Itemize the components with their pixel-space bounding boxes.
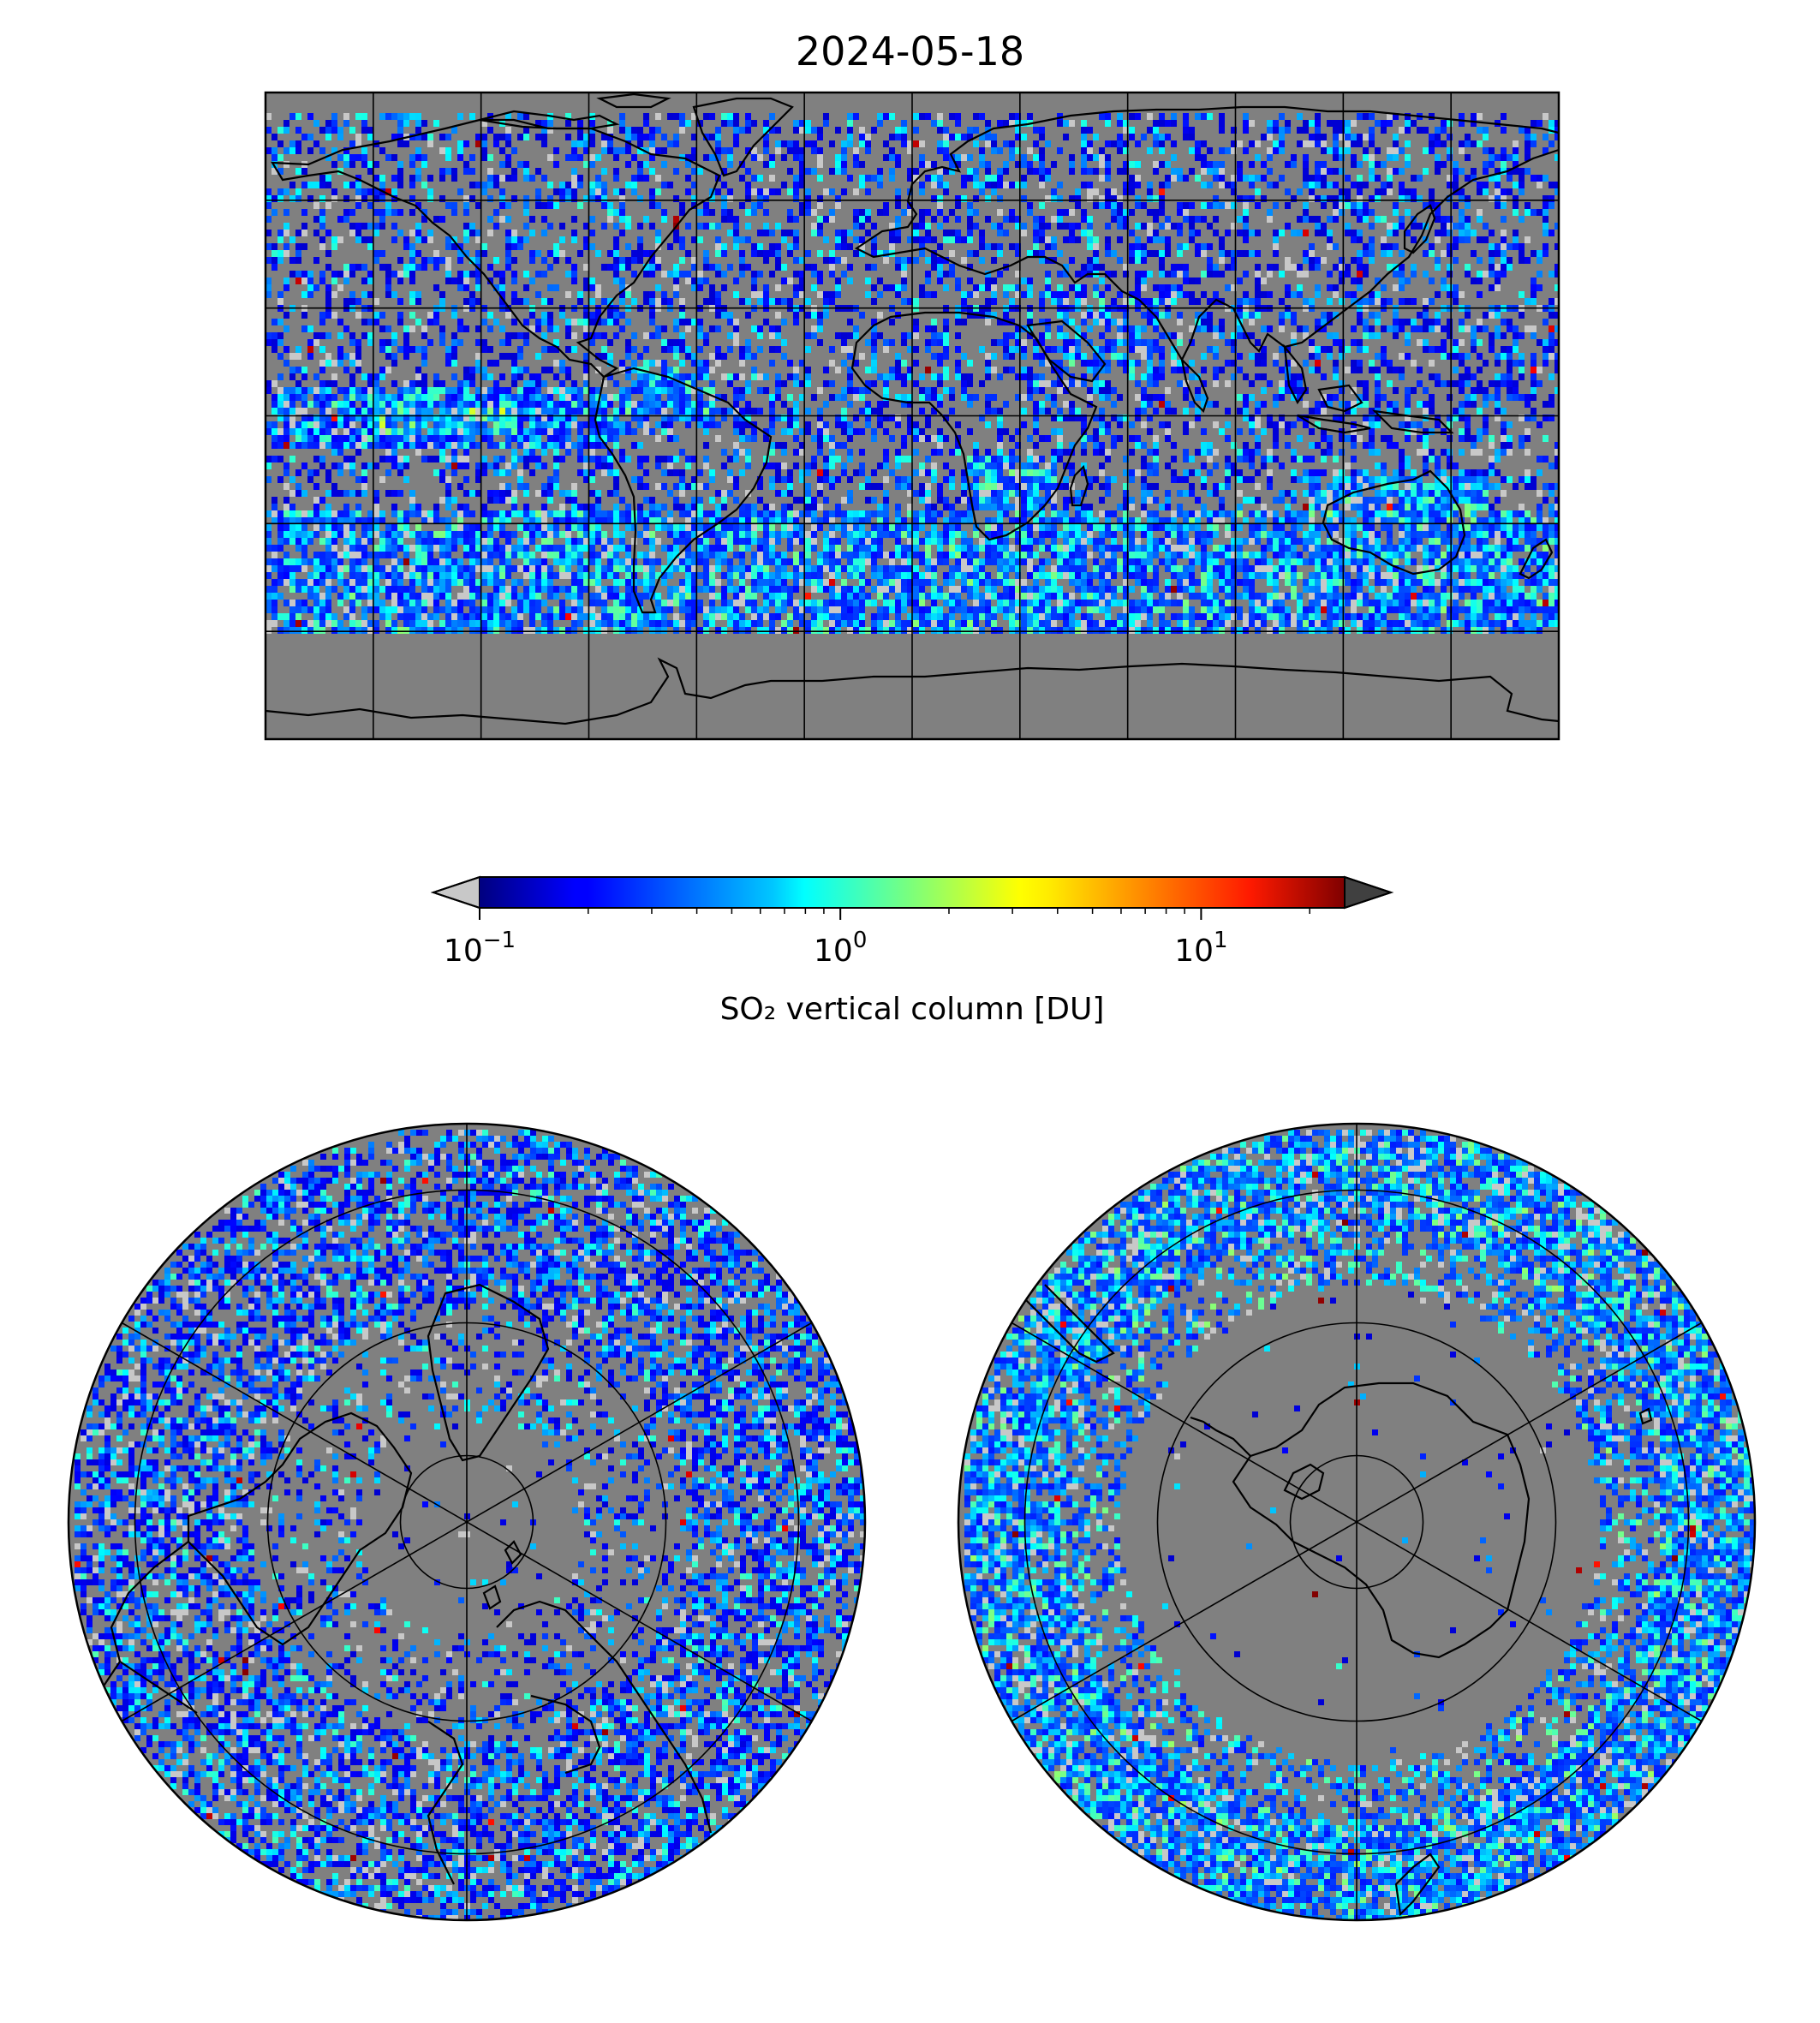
graticule-global — [266, 92, 1559, 739]
colorbar-over-extension — [1344, 875, 1394, 910]
graticule-north — [121, 1124, 813, 1920]
so2-pixel-layer-global — [266, 113, 1559, 634]
coastlines-south — [1010, 1284, 1653, 1917]
colorbar-ticks — [479, 908, 1310, 920]
south-polar-map — [957, 1122, 1757, 1922]
global-map — [264, 91, 1560, 741]
colorbar-gradient — [480, 877, 1345, 908]
north-polar-frame — [67, 1122, 867, 1922]
colorbar-label: SO₂ vertical column [DU] — [720, 992, 1105, 1027]
colorbar-tick-label: 10−1 — [444, 928, 516, 969]
so2-pixel-layer-north — [75, 1130, 865, 1920]
graticule-south — [1011, 1124, 1703, 1920]
colorbar-tick-label: 100 — [814, 928, 867, 969]
coastlines-north — [92, 1283, 713, 1885]
so2-pixel-layer-south — [964, 1130, 1755, 1920]
global-map-frame — [264, 91, 1560, 741]
north-polar-map — [67, 1122, 867, 1922]
colorbar-tick-labels: 10−1 100 101 — [444, 928, 1228, 969]
south-polar-frame — [957, 1122, 1757, 1922]
colorbar: 10−1 100 101 SO₂ vertical column [DU] — [430, 875, 1394, 1027]
colorbar-tick-label: 101 — [1174, 928, 1227, 969]
figure-title: 2024-05-18 — [0, 26, 1820, 77]
colorbar-under-extension — [430, 875, 480, 910]
